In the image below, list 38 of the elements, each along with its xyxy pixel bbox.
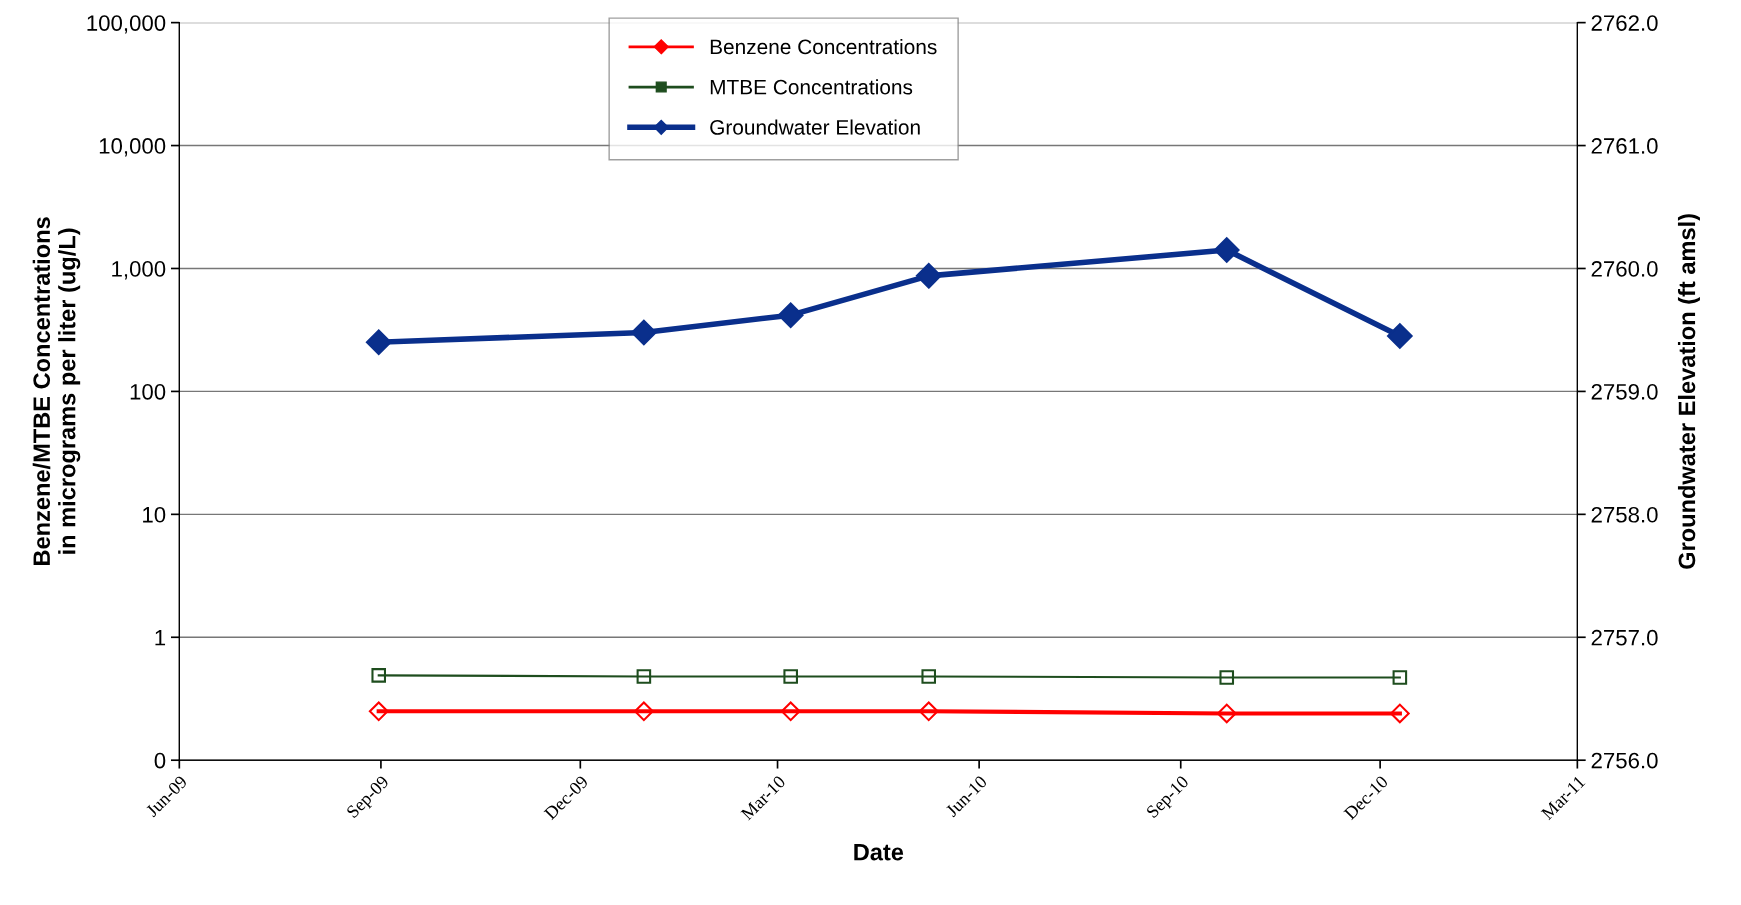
point: [783, 669, 798, 684]
y-tick-label: 10,000: [99, 138, 166, 157]
point: [777, 302, 804, 329]
point: [631, 319, 657, 346]
y-tick-label: 100,000: [87, 15, 166, 34]
y2-tick-label: 2760.0: [1591, 261, 1658, 277]
x-axis-title: Date: [854, 844, 904, 861]
point: [371, 668, 387, 683]
y2-axis-title: Groundwater Elevation (ft amsl): [1677, 214, 1700, 569]
y2-tick-label: 2757.0: [1591, 629, 1658, 646]
point: [1392, 670, 1408, 685]
legend-label: Benzene Concentrations: [710, 38, 937, 55]
y2-tick-label: 2758.0: [1591, 506, 1658, 523]
point: [1387, 323, 1413, 349]
point: [1213, 237, 1240, 263]
y2-tick-label: 2762.0: [1591, 15, 1658, 31]
point: [368, 701, 389, 722]
point: [921, 669, 937, 684]
y-tick-label: 0: [154, 752, 166, 769]
y2-tick-label: 2759.0: [1591, 383, 1658, 400]
point: [1216, 703, 1237, 724]
point: [633, 701, 654, 722]
point: [915, 263, 942, 289]
legend-label: Groundwater Elevation: [710, 119, 920, 135]
y-axis-title: Benzene/MTBE Concentrations in micrograms per liter (ug/L): [32, 217, 81, 565]
point: [636, 669, 652, 684]
y-tick-label: 1,000: [112, 261, 166, 280]
point: [780, 701, 801, 722]
point: [1219, 670, 1235, 685]
legend-label: MTBE Concentrations: [710, 79, 913, 95]
point: [1389, 703, 1410, 724]
point: [365, 329, 392, 356]
y-tick-label: 100: [130, 383, 166, 400]
y-tick-label: 1: [155, 630, 166, 646]
y2-tick-label: 2756.0: [1591, 752, 1658, 769]
y-tick-label: 10: [143, 506, 166, 523]
y2-tick-label: 2761.0: [1591, 138, 1658, 154]
point: [918, 701, 939, 722]
